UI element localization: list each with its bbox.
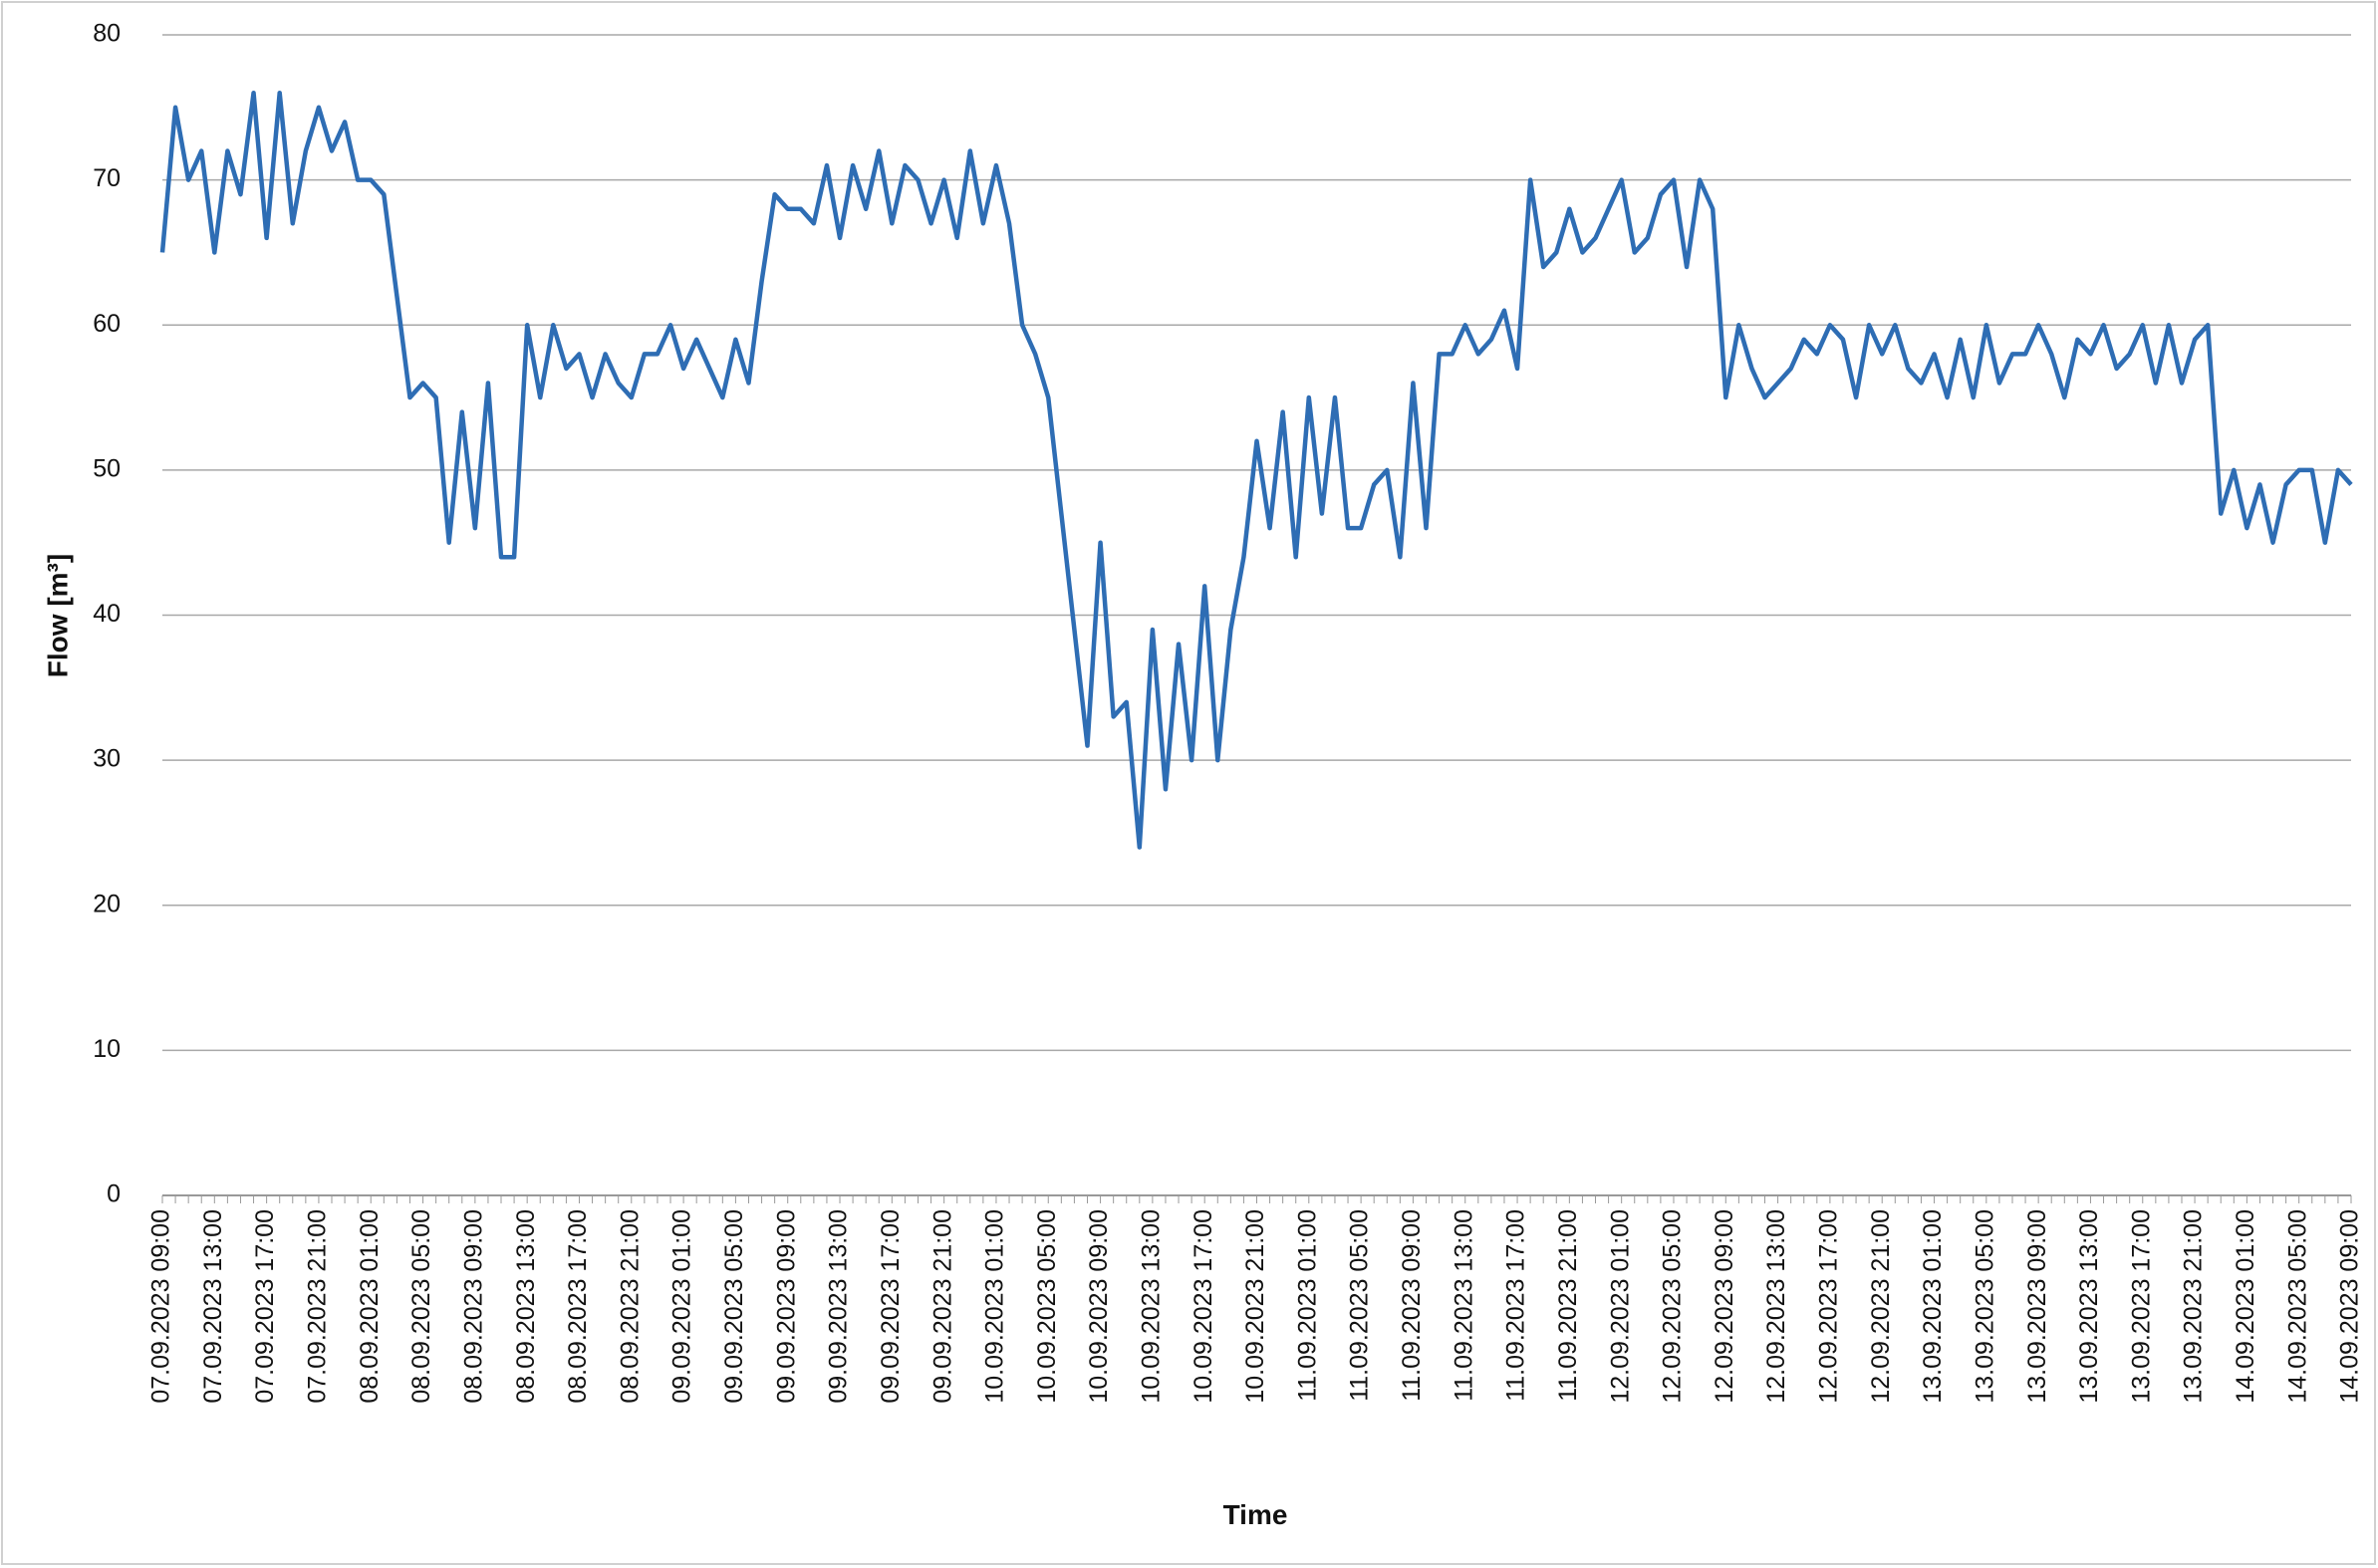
x-tick-label: 09.09.2023 13:00 [825, 1209, 853, 1404]
x-tick-label: 08.09.2023 09:00 [459, 1209, 487, 1404]
x-tick-label: 13.09.2023 05:00 [1971, 1209, 1998, 1404]
x-tick-label: 12.09.2023 13:00 [1762, 1209, 1790, 1404]
x-tick-label: 10.09.2023 05:00 [1033, 1209, 1061, 1404]
x-tick-label: 11.09.2023 21:00 [1554, 1209, 1582, 1402]
x-tick-label: 12.09.2023 21:00 [1867, 1209, 1895, 1404]
y-tick-label: 40 [93, 600, 121, 628]
y-tick-label: 60 [93, 310, 121, 338]
x-tick-label: 13.09.2023 13:00 [2075, 1209, 2103, 1404]
x-tick-label: 11.09.2023 05:00 [1346, 1209, 1374, 1402]
y-tick-label: 0 [107, 1180, 121, 1208]
x-tick-label: 10.09.2023 13:00 [1137, 1209, 1165, 1404]
y-tick-label: 30 [93, 745, 121, 773]
x-tick-label: 08.09.2023 05:00 [407, 1209, 435, 1404]
x-tick-label: 12.09.2023 01:00 [1606, 1209, 1634, 1404]
x-tick-label: 08.09.2023 21:00 [616, 1209, 644, 1404]
x-tick-label: 10.09.2023 17:00 [1189, 1209, 1217, 1404]
x-tick-label: 08.09.2023 17:00 [564, 1209, 592, 1404]
x-tick-label: 10.09.2023 09:00 [1085, 1209, 1113, 1404]
x-tick-label: 13.09.2023 09:00 [2023, 1209, 2051, 1404]
line-series [159, 91, 2353, 850]
x-tick-label: 07.09.2023 17:00 [251, 1209, 279, 1404]
x-tick-label: 07.09.2023 21:00 [304, 1209, 332, 1404]
x-tick-label: 09.09.2023 17:00 [877, 1209, 905, 1404]
x-tick-label: 11.09.2023 17:00 [1502, 1209, 1530, 1402]
x-tick-label: 09.09.2023 05:00 [720, 1209, 748, 1404]
x-tick-label: 12.09.2023 09:00 [1711, 1209, 1738, 1404]
x-tick-label: 07.09.2023 13:00 [199, 1209, 227, 1404]
x-tick-label: 13.09.2023 01:00 [1919, 1209, 1947, 1404]
y-tick-label: 70 [93, 164, 121, 192]
x-tick-label: 10.09.2023 21:00 [1241, 1209, 1269, 1404]
x-axis-title: Time [1223, 1499, 1288, 1530]
x-tick-label: 14.09.2023 01:00 [2232, 1209, 2259, 1404]
x-tick-label: 12.09.2023 05:00 [1659, 1209, 1687, 1404]
x-tick-label: 09.09.2023 09:00 [772, 1209, 800, 1404]
y-tick-label: 80 [93, 20, 121, 48]
x-tick-label: 07.09.2023 09:00 [147, 1209, 175, 1404]
x-tick-label: 08.09.2023 01:00 [356, 1209, 384, 1404]
x-tick-label: 09.09.2023 21:00 [928, 1209, 956, 1404]
x-tick-label: 11.09.2023 13:00 [1450, 1209, 1477, 1402]
x-tick-label: 08.09.2023 13:00 [512, 1209, 540, 1404]
y-tick-label: 50 [93, 454, 121, 482]
x-tick-label: 14.09.2023 09:00 [2336, 1209, 2364, 1404]
x-tick-label: 14.09.2023 05:00 [2283, 1209, 2311, 1404]
y-tick-label: 20 [93, 890, 121, 917]
x-tick-label: 13.09.2023 17:00 [2127, 1209, 2155, 1404]
y-tick-label: 10 [93, 1035, 121, 1063]
x-tick-label: 11.09.2023 01:00 [1293, 1209, 1321, 1402]
x-tick-label: 13.09.2023 21:00 [2180, 1209, 2208, 1404]
x-tick-label: 10.09.2023 01:00 [981, 1209, 1009, 1404]
x-tick-label: 12.09.2023 17:00 [1815, 1209, 1843, 1404]
x-tick-label: 09.09.2023 01:00 [668, 1209, 696, 1404]
y-axis-title: Flow [m³] [42, 554, 73, 677]
x-tick-label: 11.09.2023 09:00 [1398, 1209, 1426, 1402]
